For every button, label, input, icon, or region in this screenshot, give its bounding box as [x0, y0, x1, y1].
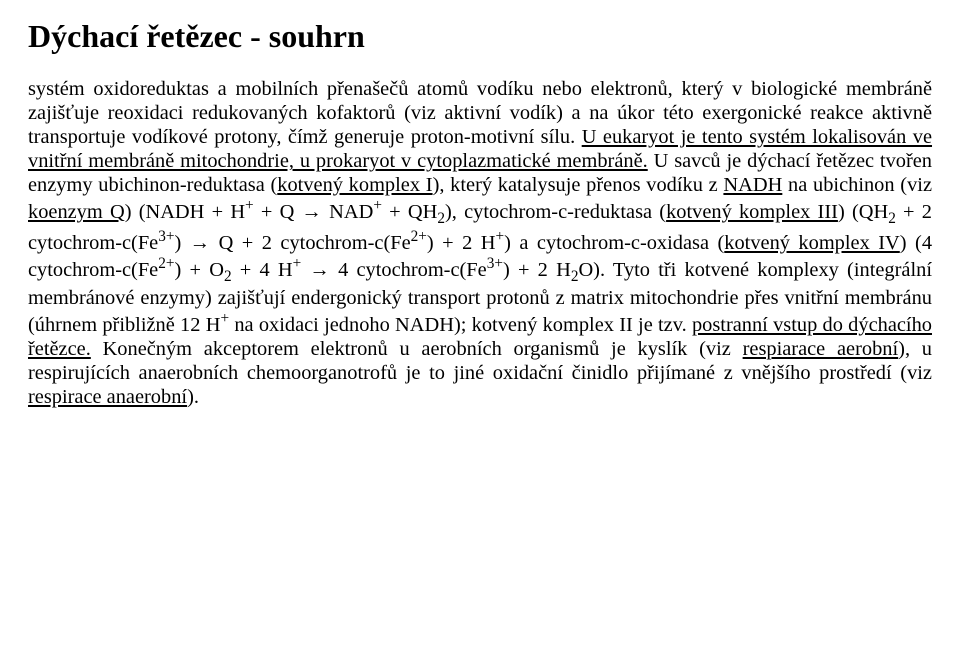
text-run: ), který katalysuje přenos vodíku z [433, 174, 724, 196]
subscript: 2 [437, 210, 445, 227]
text-run: ) → Q + 2 cytochrom-c(Fe [175, 232, 411, 254]
text-run: + QH [382, 201, 437, 223]
text-run: na ubichinon (viz [782, 174, 932, 196]
superscript: 3+ [158, 228, 174, 245]
link-respirace-aerobni: respiarace aerobní [743, 338, 899, 360]
link-respirace-anaerobni: respirace anaerobní [28, 386, 187, 408]
text-run: Konečným akceptorem elektronů u aerobníc… [91, 338, 743, 360]
text-run: + Q → NAD [254, 201, 374, 223]
subscript: 2 [224, 268, 232, 285]
text-run: ) + O [175, 259, 224, 281]
superscript: 2+ [411, 228, 427, 245]
link-nadh: NADH [723, 174, 782, 196]
text-run: ) (QH [838, 201, 888, 223]
superscript: 2+ [158, 255, 174, 272]
document-page: Dýchací řetězec - souhrn systém oxidored… [0, 0, 960, 427]
text-run: ) (NADH + H [125, 201, 245, 223]
subscript: 2 [888, 210, 896, 227]
text-run: ) + 2 H [503, 259, 571, 281]
superscript: 3+ [487, 255, 503, 272]
link-komplex-i: kotvený komplex I [277, 174, 432, 196]
text-run: ), cytochrom-c-reduktasa ( [445, 201, 666, 223]
text-run: + 4 H [232, 259, 293, 281]
text-run: ) a cytochrom-c-oxidasa ( [504, 232, 724, 254]
superscript: + [293, 255, 302, 272]
superscript: + [220, 310, 229, 327]
link-komplex-iv: kotvený komplex IV [724, 232, 900, 254]
text-run: → 4 cytochrom-c(Fe [301, 259, 486, 281]
superscript: + [496, 228, 505, 245]
body-paragraph: systém oxidoreduktas a mobilních přenaše… [28, 77, 932, 409]
link-koenzym-q: koenzym Q [28, 201, 125, 223]
superscript: + [245, 197, 254, 214]
text-run: ). [187, 386, 199, 408]
page-title: Dýchací řetězec - souhrn [28, 18, 932, 55]
text-run: na oxidaci jednoho NADH); kotvený komple… [229, 314, 692, 336]
superscript: + [373, 197, 382, 214]
link-komplex-iii: kotvený komplex III [666, 201, 838, 223]
text-run: ) + 2 H [427, 232, 496, 254]
